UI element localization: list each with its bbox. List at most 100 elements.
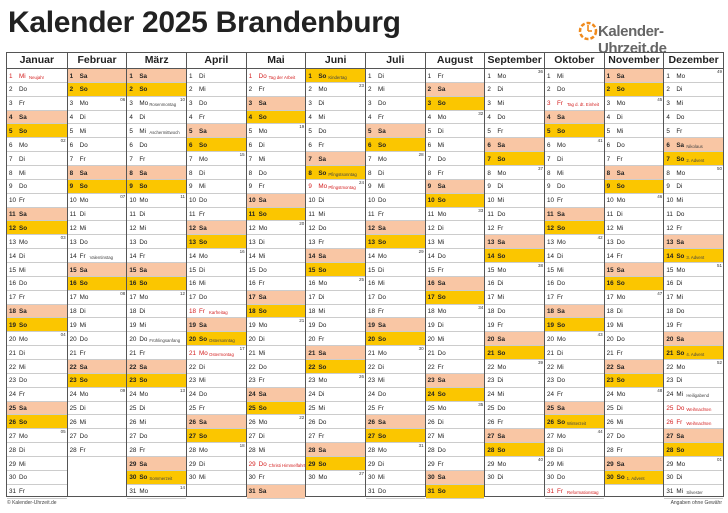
day-cell: 1 Mo 36 — [485, 69, 544, 83]
weekday: Di — [79, 114, 86, 122]
weekday: Mi — [497, 391, 504, 399]
weekday: Fr — [437, 266, 444, 274]
weekday: Fr — [139, 446, 146, 454]
day-number: 21 — [308, 349, 316, 357]
day-number: 19 — [547, 321, 555, 329]
calendar: Januar 1 Mi Neujahr 2 Do 3 Fr 4 Sa 5 So 6 Mo 02 7 Di 8 Mi 9… — [6, 52, 724, 499]
weekday: Do — [378, 294, 387, 302]
day-cell: 15 So — [306, 263, 365, 277]
weekday: Do — [557, 183, 566, 191]
day-number: 18 — [189, 308, 197, 316]
week-number: 03 — [60, 235, 66, 241]
day-cell: 9 Mi — [187, 180, 246, 194]
weekday: Sa — [497, 335, 506, 343]
weekday: So — [437, 197, 446, 205]
weekday: So — [19, 224, 28, 232]
day-cell: 7 Fr — [67, 152, 127, 167]
weekday: Mi — [437, 238, 445, 246]
weekday: Di — [199, 169, 205, 177]
day-cell: 27 Do — [127, 429, 186, 444]
weekday: Mi — [378, 474, 385, 482]
day-number: 10 — [427, 197, 435, 205]
day-number: 30 — [606, 474, 614, 482]
day-number: 9 — [69, 183, 74, 191]
day-cell: 5 Fr — [485, 124, 544, 139]
day-cell: 28 Sa — [306, 443, 365, 458]
weekday: Mi — [616, 418, 624, 426]
day-cell: 11 Di — [127, 208, 186, 222]
weekday: Di — [139, 405, 146, 413]
weekday: Do — [378, 488, 387, 496]
weekday: Do — [676, 405, 685, 413]
day-number: 4 — [69, 114, 74, 122]
weekday: Do — [557, 474, 566, 482]
day-cell: 14 Mi — [246, 249, 306, 264]
weekday: So — [79, 183, 88, 191]
week-number: 22 — [299, 415, 305, 421]
weekday: Do — [139, 141, 148, 149]
day-number: 19 — [427, 321, 435, 329]
day-number: 8 — [69, 169, 74, 177]
weekday: Fr — [437, 169, 444, 177]
day-cell: 18 Di — [604, 305, 664, 319]
day-number: 21 — [248, 349, 256, 357]
weekday: Fr — [557, 391, 563, 399]
day-number: 7 — [666, 155, 670, 163]
weekday: Di — [378, 72, 384, 80]
day-number: 5 — [368, 127, 372, 135]
weekday: Do — [258, 72, 267, 80]
day-number: 27 — [9, 432, 17, 440]
weekday: Mi — [199, 474, 206, 482]
day-number: 19 — [368, 321, 376, 329]
weekday: Mo — [616, 294, 626, 302]
day-cell: 22 So — [306, 360, 365, 374]
weekday: Mi — [616, 127, 624, 135]
weekday: Fr — [497, 321, 504, 329]
day-number: 8 — [487, 169, 491, 177]
weekday: So — [318, 363, 327, 371]
weekday: Mo — [378, 155, 387, 163]
day-number: 14 — [666, 252, 674, 260]
weekday: Fr — [437, 363, 444, 371]
day-number: 11 — [606, 211, 614, 219]
day-cell: 29 Di — [366, 457, 425, 471]
day-cell: 16 So — [67, 276, 127, 291]
weekday: Sa — [199, 224, 207, 232]
day-cell: 23 So — [127, 373, 186, 388]
weekday: Fr — [258, 183, 265, 191]
weekday: Fr — [258, 474, 265, 482]
day-cell: 17 Mo 47 — [604, 291, 664, 305]
day-cell: 7 Fr — [127, 152, 186, 167]
week-number: 18 — [239, 443, 245, 449]
day-cell: 28 Fr — [127, 443, 186, 458]
day-note: Neujahr — [29, 74, 45, 80]
day-number: 4 — [487, 114, 491, 122]
day-cell: 31 Sa — [246, 484, 306, 499]
day-number: 25 — [606, 405, 614, 413]
day-number: 12 — [189, 224, 197, 232]
day-note: Ostermontag — [209, 351, 234, 357]
day-note: Weihnachten — [686, 407, 712, 413]
day-number: 17 — [129, 294, 137, 302]
weekday: Mo — [437, 405, 447, 413]
day-number: 29 — [368, 460, 376, 468]
weekday: Do — [616, 238, 625, 246]
day-cell: 21 Mo 30 — [366, 346, 425, 361]
day-number: 22 — [69, 363, 77, 371]
day-number: 30 — [129, 474, 137, 482]
weekday: Do — [318, 418, 327, 426]
day-cell: 23 Do — [545, 374, 604, 388]
weekday: Di — [557, 252, 563, 260]
day-cell: 29 Sa — [127, 457, 186, 471]
weekday: Fr — [616, 349, 623, 357]
month-column: Februar 1 Sa 2 So 3 Mo 06 4 Di 5 Mi 6 Do 7 Fr 8 Sa 9 So 10 Mo… — [66, 53, 127, 496]
day-note: 3. Advent — [686, 254, 705, 260]
day-cell: 23 Do — [7, 374, 67, 388]
day-number: 26 — [308, 418, 316, 426]
day-cell: 6 Fr — [306, 138, 365, 153]
weekday: Mi — [19, 169, 26, 177]
day-cell: 23 Mi — [366, 374, 425, 388]
day-cell: 9 Di — [664, 180, 723, 194]
day-cell: 25 Fr — [366, 402, 425, 416]
day-number: 6 — [189, 141, 193, 149]
